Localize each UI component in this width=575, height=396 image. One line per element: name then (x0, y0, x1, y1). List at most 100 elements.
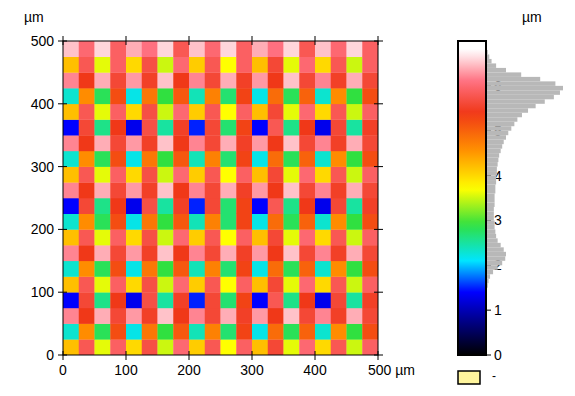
cell (126, 214, 142, 230)
histogram-bar (487, 292, 488, 296)
histogram-bar (487, 337, 488, 341)
cell (79, 41, 95, 57)
cell (362, 41, 378, 57)
histogram-bar (487, 274, 490, 278)
cell (347, 72, 363, 88)
histogram-bar (487, 131, 508, 135)
cell (63, 72, 79, 88)
cell (252, 229, 268, 245)
cell (79, 292, 95, 308)
histogram-bar (487, 81, 555, 85)
cell (315, 214, 331, 230)
cell (347, 292, 363, 308)
cell (79, 120, 95, 136)
cell (110, 245, 126, 261)
colorbar-label: µm (522, 9, 542, 25)
cell (63, 308, 79, 324)
cell (189, 135, 205, 151)
cell (173, 135, 189, 151)
cell (158, 104, 174, 120)
histogram-bar (487, 108, 528, 112)
cell (126, 167, 142, 183)
cell (79, 245, 95, 261)
cell (173, 229, 189, 245)
cell (236, 57, 252, 73)
cell (268, 214, 284, 230)
cell (236, 277, 252, 293)
cell (347, 104, 363, 120)
cell (95, 277, 111, 293)
cell (299, 72, 315, 88)
cell (299, 292, 315, 308)
histogram-bar (487, 135, 506, 139)
cell (347, 339, 363, 355)
cell (205, 339, 221, 355)
cell (126, 324, 142, 340)
cell (331, 167, 347, 183)
cell (252, 167, 268, 183)
cell (221, 339, 237, 355)
cell (63, 261, 79, 277)
cell (63, 214, 79, 230)
cell (110, 292, 126, 308)
cell (221, 261, 237, 277)
cell (110, 324, 126, 340)
cell (268, 261, 284, 277)
cell (221, 182, 237, 198)
cell (362, 135, 378, 151)
cell (252, 104, 268, 120)
histogram-bar (487, 234, 496, 238)
y-tick (58, 292, 67, 293)
cell (173, 88, 189, 104)
histogram-bar (487, 279, 489, 283)
cell (95, 135, 111, 151)
cell (79, 261, 95, 277)
cell (63, 151, 79, 167)
cell (268, 120, 284, 136)
cell (205, 88, 221, 104)
colorbar (458, 41, 486, 355)
cell (284, 88, 300, 104)
cell (126, 104, 142, 120)
histogram-bar (487, 41, 488, 45)
y-tick (58, 229, 67, 230)
histogram-bar (487, 50, 489, 54)
cell (347, 151, 363, 167)
cell (142, 292, 158, 308)
cell (110, 120, 126, 136)
cell (126, 41, 142, 57)
cell (205, 41, 221, 57)
cell (236, 261, 252, 277)
cell (110, 214, 126, 230)
cell (126, 88, 142, 104)
cell (284, 214, 300, 230)
cell (252, 292, 268, 308)
y-tick-right (374, 103, 383, 104)
cell (299, 245, 315, 261)
cell (110, 135, 126, 151)
cell (158, 120, 174, 136)
cell (189, 41, 205, 57)
cell (158, 245, 174, 261)
cell (158, 261, 174, 277)
cell (158, 151, 174, 167)
cell (236, 324, 252, 340)
cell (79, 72, 95, 88)
cell (236, 72, 252, 88)
cell (173, 324, 189, 340)
cell (347, 41, 363, 57)
y-tick (58, 355, 67, 356)
cell (221, 292, 237, 308)
cell (205, 167, 221, 183)
cell (173, 245, 189, 261)
cell (205, 151, 221, 167)
cell (299, 339, 315, 355)
cell (158, 182, 174, 198)
cell (189, 277, 205, 293)
cell (268, 308, 284, 324)
cell (299, 57, 315, 73)
cell (205, 135, 221, 151)
cell (221, 57, 237, 73)
cell (347, 198, 363, 214)
cell (362, 198, 378, 214)
